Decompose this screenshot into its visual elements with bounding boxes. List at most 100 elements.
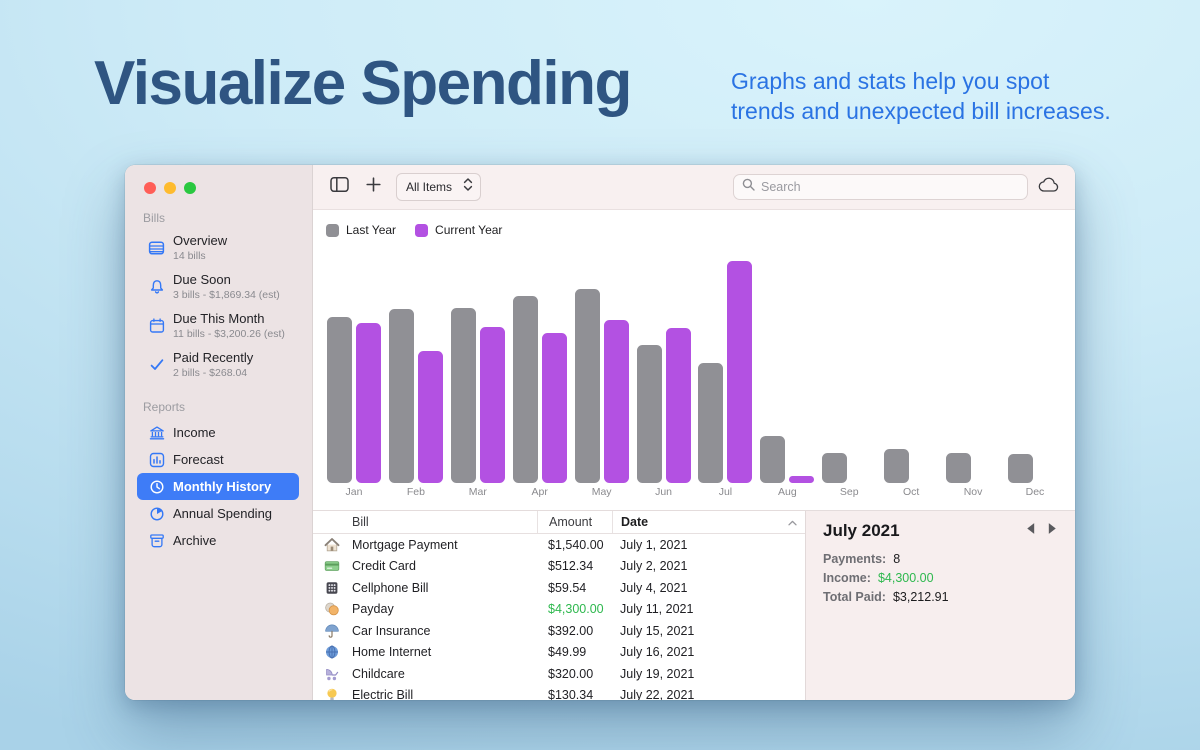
month-label: Dec: [1025, 486, 1045, 498]
bar-pair: [698, 255, 753, 483]
table-row-childcare[interactable]: Childcare $320.00 July 19, 2021: [313, 663, 805, 685]
bill-date-cell: July 1, 2021: [620, 537, 688, 552]
month-navigation: [1024, 522, 1059, 540]
search-input[interactable]: [761, 180, 1019, 194]
close-window-button[interactable]: [144, 182, 156, 194]
bulb-icon: [313, 687, 351, 700]
table-header-bill[interactable]: Bill: [352, 515, 369, 529]
sidebar-section-label: Reports: [143, 400, 186, 414]
stat-value: $3,212.91: [892, 590, 949, 604]
sidebar-item-due-this-month[interactable]: Due This Month 11 bills - $3,200.26 (est): [137, 308, 299, 344]
sidebar-item-title: Due Soon: [173, 272, 231, 287]
sidebar-item-income[interactable]: Income: [137, 419, 299, 446]
month-summary-panel: July 2021 Payments: 8 Income: $4,300.00 Tota…: [805, 511, 1075, 700]
table-row-cellphone-bill[interactable]: Cellphone Bill $59.54 July 4, 2021: [313, 577, 805, 599]
bar-current-year-mar: [479, 327, 505, 483]
bill-amount-cell: $512.34: [548, 559, 594, 574]
bill-name-cell: Mortgage Payment: [352, 537, 458, 552]
toggle-sidebar-button[interactable]: [330, 176, 349, 198]
sidebar-item-texts: Annual Spending: [173, 506, 272, 522]
month-label: Jul: [718, 486, 733, 498]
add-bill-button[interactable]: [366, 177, 381, 197]
bill-amount-cell: $59.54: [548, 580, 587, 595]
legend-item-current-year: Current Year: [415, 223, 502, 237]
table-row-payday[interactable]: Payday $4,300.00 July 11, 2021: [313, 599, 805, 621]
sidebar-item-texts: Due This Month 11 bills - $3,200.26 (est): [173, 311, 285, 341]
table-row-car-insurance[interactable]: Car Insurance $392.00 July 15, 2021: [313, 620, 805, 642]
previous-month-button[interactable]: [1024, 522, 1037, 540]
bar-group-may: May: [574, 255, 629, 499]
sidebar-item-paid-recently[interactable]: Paid Recently 2 bills - $268.04: [137, 347, 299, 383]
page-title: Visualize Spending: [94, 49, 632, 118]
sidebar-item-forecast[interactable]: Forecast: [137, 446, 299, 473]
table-row-mortgage-payment[interactable]: Mortgage Payment $1,540.00 July 1, 2021: [313, 534, 805, 556]
detail-section: Bill Amount Date Mortgage Payment $1,540.…: [313, 510, 1075, 700]
bar-group-apr: Apr: [512, 255, 567, 499]
summary-month-title: July 2021: [823, 521, 900, 540]
bill-table-body: Mortgage Payment $1,540.00 July 1, 2021 Cre…: [313, 534, 805, 700]
minimize-window-button[interactable]: [164, 182, 176, 194]
list-icon: [148, 240, 165, 256]
month-label: Jun: [655, 486, 672, 498]
house-icon: [313, 537, 351, 553]
stat-label: Total Paid:: [823, 590, 886, 604]
sidebar-item-due-soon[interactable]: Due Soon 3 bills - $1,869.34 (est): [137, 269, 299, 305]
month-label: Mar: [468, 486, 487, 498]
bill-amount-cell: $130.34: [548, 688, 594, 700]
sidebar-item-title: Annual Spending: [173, 505, 273, 521]
sidebar-item-title: Forecast: [173, 451, 224, 467]
legend-label: Current Year: [435, 223, 503, 237]
sidebar-item-subtitle: 14 bills: [173, 250, 206, 262]
sidebar-item-archive[interactable]: Archive: [137, 527, 299, 554]
umbrella-icon: [313, 623, 351, 639]
bar-pair: [946, 255, 1000, 483]
filter-dropdown[interactable]: All Items: [396, 173, 482, 201]
table-header-date[interactable]: Date: [612, 511, 779, 533]
sidebar-section-label: Bills: [143, 211, 166, 225]
bar-group-dec: Dec: [1007, 255, 1062, 499]
stroller-icon: [313, 666, 351, 682]
plus-icon: [366, 177, 381, 197]
cloud-sync-button[interactable]: [1038, 177, 1060, 198]
sidebar-item-texts: Forecast: [173, 452, 224, 468]
month-label: Apr: [531, 486, 548, 498]
bell-icon: [148, 279, 165, 295]
stat-label: Income:: [823, 571, 871, 585]
stat-label: Payments:: [823, 552, 887, 566]
table-header-amount[interactable]: Amount: [537, 511, 612, 533]
next-month-button[interactable]: [1046, 522, 1059, 540]
bar-group-aug: Aug: [760, 255, 815, 499]
search-field[interactable]: [733, 174, 1028, 200]
summary-header: July 2021: [823, 521, 1059, 541]
sidebar-item-texts: Archive: [173, 533, 216, 549]
bar-last-year-oct: [884, 449, 910, 483]
summary-stat-payments: Payments: 8: [823, 552, 1059, 566]
zoom-window-button[interactable]: [184, 182, 196, 194]
sidebar-item-annual-spending[interactable]: Annual Spending: [137, 500, 299, 527]
bill-amount-cell: $4,300.00: [548, 602, 604, 617]
bar-group-oct: Oct: [884, 255, 938, 499]
arrow-left-icon: [1024, 522, 1037, 540]
bar-group-mar: Mar: [450, 255, 505, 499]
month-label: May: [591, 486, 612, 498]
cloud-icon: [1038, 177, 1060, 198]
bill-amount-cell: $392.00: [548, 623, 594, 638]
bar-current-year-jun: [665, 328, 691, 483]
bar-last-year-aug: [760, 436, 786, 483]
bar-last-year-jun: [636, 345, 662, 483]
month-label: Jan: [345, 486, 363, 498]
bar-group-feb: Feb: [388, 255, 443, 499]
sort-direction-button[interactable]: [779, 511, 805, 533]
bar-pair: [574, 255, 629, 483]
coins-icon: [313, 601, 351, 617]
summary-stat-total-paid: Total Paid: $3,212.91: [823, 590, 1059, 604]
page-subtitle: Graphs and stats help you spot trends an…: [731, 68, 1111, 124]
bill-date-cell: July 22, 2021: [620, 688, 695, 700]
table-row-credit-card[interactable]: Credit Card $512.34 July 2, 2021: [313, 556, 805, 578]
app-window: Bills Overview 14 bills Due Soon 3 bills - $…: [125, 165, 1075, 700]
bill-amount-cell: $1,540.00: [548, 537, 604, 552]
sidebar-item-overview[interactable]: Overview 14 bills: [137, 230, 299, 266]
table-row-electric-bill[interactable]: Electric Bill $130.34 July 22, 2021: [313, 685, 805, 700]
table-row-home-internet[interactable]: Home Internet $49.99 July 16, 2021: [313, 642, 805, 664]
sidebar-item-monthly-history[interactable]: Monthly History: [137, 473, 299, 500]
